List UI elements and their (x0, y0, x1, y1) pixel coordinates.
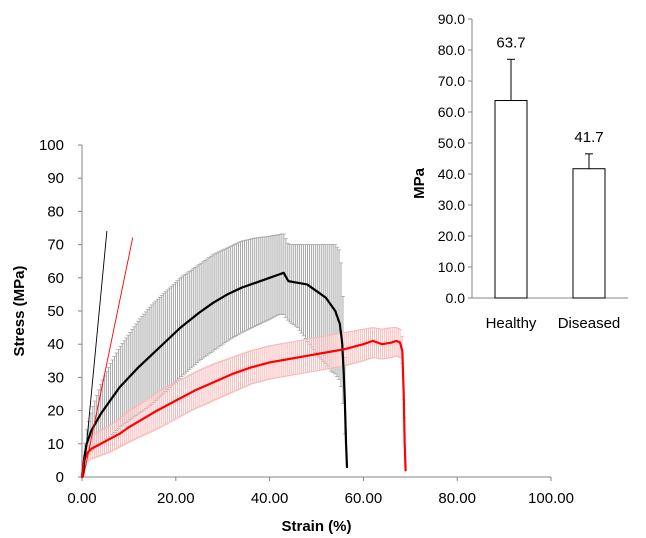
y-tick-label: 20 (47, 403, 64, 420)
series-line (80, 271, 349, 479)
y-tick-label: 90 (47, 170, 64, 187)
y-tick-label: 50 (47, 303, 64, 320)
y-tick-label: 0 (56, 469, 64, 486)
x-axis-title: Strain (%) (281, 518, 351, 535)
y-tick-label: 30 (47, 369, 64, 386)
x-tick-label: 40.00 (251, 490, 289, 507)
inset-x-tick-label: Healthy (486, 315, 537, 332)
main-chart: 0 10 20 30 40 50 60 70 80 90 100 0.00 20.00 40.00 60.0… (11, 137, 574, 535)
bar-data-label: 41.7 (574, 129, 603, 146)
x-tick-label: 60.00 (345, 490, 383, 507)
inset-y-tick-label: 30.0 (438, 197, 465, 213)
modulus-line (82, 237, 134, 478)
inset-bar-chart: 0.0 10.0 20.0 30.0 40.0 50.0 60.0 70.0 80.0 90.0 M… (411, 11, 628, 332)
series-line (80, 339, 407, 479)
inset-y-axis-title: MPa (411, 167, 428, 199)
y-tick-label: 70 (47, 237, 64, 254)
y-tick-label: 40 (47, 336, 64, 353)
x-tick-label: 80.00 (438, 490, 476, 507)
inset-y-tick-label: 20.0 (438, 228, 465, 244)
y-tick-label: 60 (47, 270, 64, 287)
y-axis-title: Stress (MPa) (11, 266, 28, 357)
x-tick-label: 0.00 (67, 490, 96, 507)
bar-data-label: 63.7 (496, 34, 525, 51)
y-tick-label: 100 (39, 137, 64, 154)
inset-y-tick-label: 50.0 (438, 135, 465, 151)
bar (572, 168, 606, 299)
inset-y-tick-label: 60.0 (438, 104, 465, 120)
inset-y-tick-label: 0.0 (446, 290, 466, 306)
y-tick-label: 80 (47, 203, 64, 220)
bar (494, 100, 528, 299)
inset-y-tick-label: 40.0 (438, 166, 465, 182)
inset-y-tick-label: 90.0 (438, 11, 465, 27)
x-tick-label: 20.00 (157, 490, 195, 507)
modulus-line (82, 230, 108, 478)
inset-y-tick-label: 80.0 (438, 42, 465, 58)
inset-x-tick-label: Diseased (558, 315, 621, 332)
inset-y-tick-label: 10.0 (438, 259, 465, 275)
error-band (80, 327, 407, 474)
y-tick-label: 10 (47, 436, 64, 453)
x-tick-label: 100.00 (528, 490, 574, 507)
inset-y-tick-label: 70.0 (438, 73, 465, 89)
